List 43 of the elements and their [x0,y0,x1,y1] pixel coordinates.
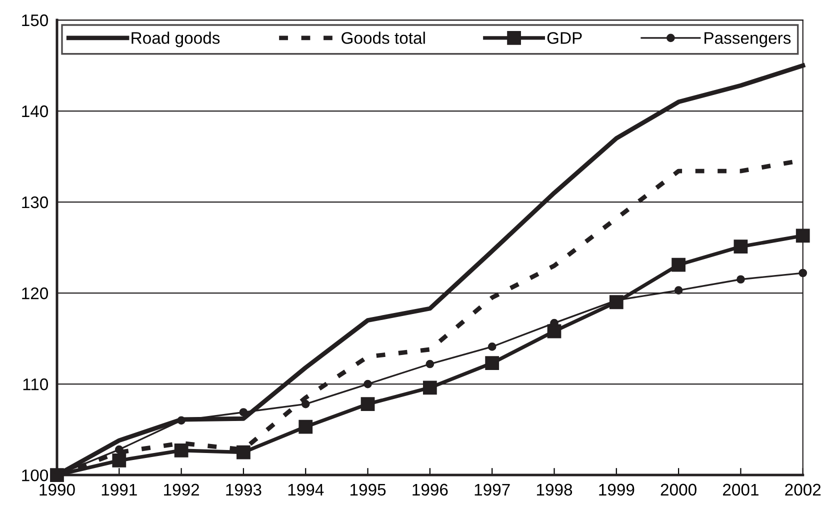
point [488,342,496,351]
point [672,258,686,272]
x-tick-label: 1992 [164,484,200,496]
x-tick-label: 1993 [226,484,262,496]
legend-label: Passengers [704,32,791,48]
point [485,356,500,370]
legend-label: GDP [547,32,582,44]
point [360,397,375,411]
legend-label: Goods total [342,32,425,44]
point [734,240,748,254]
point [298,420,313,434]
point [796,228,810,243]
point [426,360,434,368]
point [736,275,745,284]
y-tick-label: 140 [22,105,48,118]
point [236,445,250,460]
x-tick-label: 1995 [350,484,386,496]
x-tick-label: 2002 [785,484,821,496]
x-tick-label: 2000 [660,484,696,496]
x-tick-label: 1999 [599,484,634,496]
point [798,268,808,278]
x-tick-label: 1994 [288,484,324,496]
point [239,408,248,416]
y-tick-label: 130 [22,196,48,208]
point [112,454,126,468]
point [301,400,310,408]
point [177,416,186,425]
x-tick-label: 2001 [723,484,758,496]
x-tick-label: 1998 [536,484,572,496]
y-tick-label: 120 [22,287,48,300]
point [422,380,437,395]
y-tick-label: 100 [22,469,48,482]
point [674,286,683,294]
y-tick-label: 150 [22,14,48,26]
x-tick-label: 1990 [40,484,75,496]
x-tick-label: 1997 [474,484,510,496]
point [174,444,188,458]
legend-label: Road goods [132,32,220,48]
x-tick-label: 1996 [412,484,448,496]
point [114,445,124,454]
x-tick-label: 1991 [102,484,137,496]
y-tick-label: 110 [23,378,48,390]
point [364,380,372,388]
